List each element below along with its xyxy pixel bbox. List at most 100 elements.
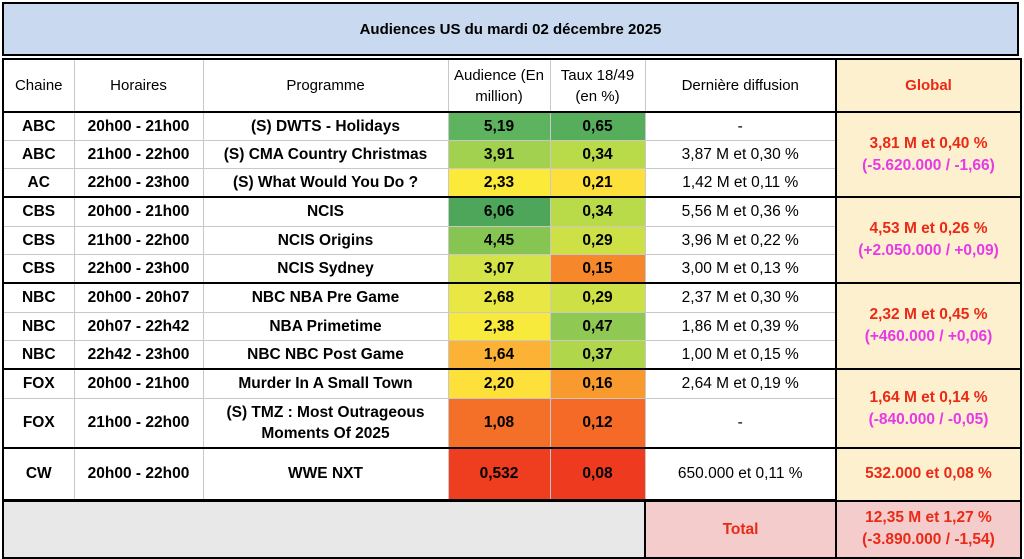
cell-programme: Murder In A Small Town: [202, 368, 449, 399]
cell-programme: (S) DWTS - Holidays: [202, 111, 449, 141]
table-row: ABC 21h00 - 22h00 (S) CMA Country Christ…: [2, 140, 1021, 169]
table-row: AC 22h00 - 23h00 (S) What Would You Do ?…: [2, 168, 1021, 198]
cell-horaires: 20h00 - 22h00: [73, 447, 204, 502]
cell-audience: 3,91: [447, 140, 551, 169]
global-main: 3,81 M et 0,40 %: [869, 134, 988, 152]
table-row: CBS 20h00 - 21h00 NCIS 6,06 0,34 5,56 M …: [2, 196, 1022, 284]
cell-programme: NBC NBC Post Game: [202, 340, 449, 370]
table-row: NBC 22h42 - 23h00 NBC NBC Post Game 1,64…: [2, 340, 1021, 370]
cell-global-fox: 1,64 M et 0,14 % (-840.000 / -0,05): [835, 368, 1022, 449]
cell-horaires: 20h00 - 20h07: [73, 282, 204, 313]
global-main: 1,64 M et 0,14 %: [869, 388, 988, 406]
total-main: 12,35 M et 1,27 %: [865, 509, 992, 527]
cell-taux: 0,29: [549, 282, 646, 313]
cell-audience: 5,19: [447, 111, 551, 141]
audience-table: Chaine Horaires Programme Audience (En m…: [2, 58, 1022, 559]
table-row: FOX 21h00 - 22h00 (S) TMZ : Most Outrage…: [2, 398, 1021, 449]
header-audience: Audience (En million): [447, 58, 551, 113]
cell-audience: 0,532: [447, 447, 551, 502]
table-row: CBS 22h00 - 23h00 NCIS Sydney 3,07 0,15 …: [2, 254, 1021, 284]
cell-chaine: CW: [2, 447, 75, 502]
cell-programme: NBC NBA Pre Game: [202, 282, 449, 313]
page-title: Audiences US du mardi 02 décembre 2025: [2, 2, 1019, 56]
cell-global-cbs: 4,53 M et 0,26 % (+2.050.000 / +0,09): [835, 196, 1022, 284]
table-row: CBS 21h00 - 22h00 NCIS Origins 4,45 0,29…: [2, 226, 1021, 255]
cell-horaires: 20h00 - 21h00: [73, 368, 204, 399]
cell-programme: (S) CMA Country Christmas: [202, 140, 449, 169]
cell-chaine: AC: [2, 168, 75, 198]
cell-audience: 1,64: [447, 340, 551, 370]
cell-chaine: FOX: [2, 398, 75, 449]
cell-derniere-diffusion: 650.000 et 0,11 %: [644, 447, 837, 502]
cell-derniere-diffusion: 2,64 M et 0,19 %: [644, 368, 837, 399]
cell-derniere-diffusion: 5,56 M et 0,36 %: [644, 196, 837, 227]
cell-taux: 0,08: [549, 447, 646, 502]
cell-chaine: NBC: [2, 282, 75, 313]
global-diff: (-840.000 / -0,05): [868, 410, 989, 428]
cell-programme: NCIS: [202, 196, 449, 227]
cell-chaine: ABC: [2, 111, 75, 141]
cell-derniere-diffusion: -: [644, 111, 837, 141]
cell-taux: 0,29: [549, 226, 646, 255]
cell-audience: 6,06: [447, 196, 551, 227]
cell-derniere-diffusion: 1,42 M et 0,11 %: [644, 168, 837, 198]
cell-global-cw: 532.000 et 0,08 %: [835, 447, 1022, 502]
cell-chaine: CBS: [2, 196, 75, 227]
cell-taux: 0,34: [549, 140, 646, 169]
cell-global-nbc: 2,32 M et 0,45 % (+460.000 / +0,06): [835, 282, 1022, 370]
cell-audience: 2,20: [447, 368, 551, 399]
total-row: Total 12,35 M et 1,27 % (-3.890.000 / -1…: [2, 500, 1022, 559]
cell-taux: 0,65: [549, 111, 646, 141]
cell-derniere-diffusion: -: [644, 398, 837, 449]
cell-chaine: NBC: [2, 340, 75, 370]
cell-horaires: 22h00 - 23h00: [73, 168, 204, 198]
cell-horaires: 21h00 - 22h00: [73, 140, 204, 169]
cell-audience: 2,33: [447, 168, 551, 198]
cell-derniere-diffusion: 3,96 M et 0,22 %: [644, 226, 837, 255]
cell-horaires: 22h00 - 23h00: [73, 254, 204, 284]
table-row: ABC 20h00 - 21h00 (S) DWTS - Holidays 5,…: [2, 111, 1022, 198]
cell-taux: 0,47: [549, 312, 646, 341]
cell-horaires: 20h00 - 21h00: [73, 196, 204, 227]
global-main: 4,53 M et 0,26 %: [869, 220, 988, 237]
cell-taux: 0,37: [549, 340, 646, 370]
cell-audience: 2,38: [447, 312, 551, 341]
cell-audience: 2,68: [447, 282, 551, 313]
cell-derniere-diffusion: 2,37 M et 0,30 %: [644, 282, 837, 313]
cell-horaires: 21h00 - 22h00: [73, 398, 204, 449]
cell-chaine: ABC: [2, 140, 75, 169]
total-diff: (-3.890.000 / -1,54): [862, 531, 995, 549]
global-diff: (+2.050.000 / +0,09): [858, 242, 999, 259]
cell-programme: (S) TMZ : Most Outrageous Moments Of 202…: [202, 398, 449, 449]
table-row: NBC 20h07 - 22h42 NBA Primetime 2,38 0,4…: [2, 312, 1021, 341]
total-label: Total: [644, 500, 837, 559]
global-diff: (+460.000 / +0,06): [864, 328, 993, 345]
table-row: NBC 20h00 - 20h07 NBC NBA Pre Game 2,68 …: [2, 282, 1022, 370]
cell-taux: 0,15: [549, 254, 646, 284]
cell-horaires: 20h07 - 22h42: [73, 312, 204, 341]
cell-chaine: CBS: [2, 254, 75, 284]
table-row: FOX 20h00 - 21h00 Murder In A Small Town…: [2, 368, 1022, 449]
cell-programme: NBA Primetime: [202, 312, 449, 341]
cell-audience: 3,07: [447, 254, 551, 284]
cell-derniere-diffusion: 3,00 M et 0,13 %: [644, 254, 837, 284]
cell-audience: 4,45: [447, 226, 551, 255]
cell-programme: NCIS Sydney: [202, 254, 449, 284]
cell-chaine: CBS: [2, 226, 75, 255]
header-chaine: Chaine: [2, 58, 75, 113]
cell-chaine: NBC: [2, 312, 75, 341]
cell-horaires: 21h00 - 22h00: [73, 226, 204, 255]
cell-programme: (S) What Would You Do ?: [202, 168, 449, 198]
cell-taux: 0,12: [549, 398, 646, 449]
global-diff: (-5.620.000 / -1,66): [862, 156, 995, 174]
cell-chaine: FOX: [2, 368, 75, 399]
cell-horaires: 20h00 - 21h00: [73, 111, 204, 141]
cell-taux: 0,34: [549, 196, 646, 227]
cell-total-value: 12,35 M et 1,27 % (-3.890.000 / -1,54): [835, 500, 1022, 559]
cell-derniere-diffusion: 1,00 M et 0,15 %: [644, 340, 837, 370]
cell-audience: 1,08: [447, 398, 551, 449]
cell-global-abc: 3,81 M et 0,40 % (-5.620.000 / -1,66): [835, 111, 1022, 198]
cell-programme: WWE NXT: [202, 447, 449, 502]
cell-derniere-diffusion: 1,86 M et 0,39 %: [644, 312, 837, 341]
